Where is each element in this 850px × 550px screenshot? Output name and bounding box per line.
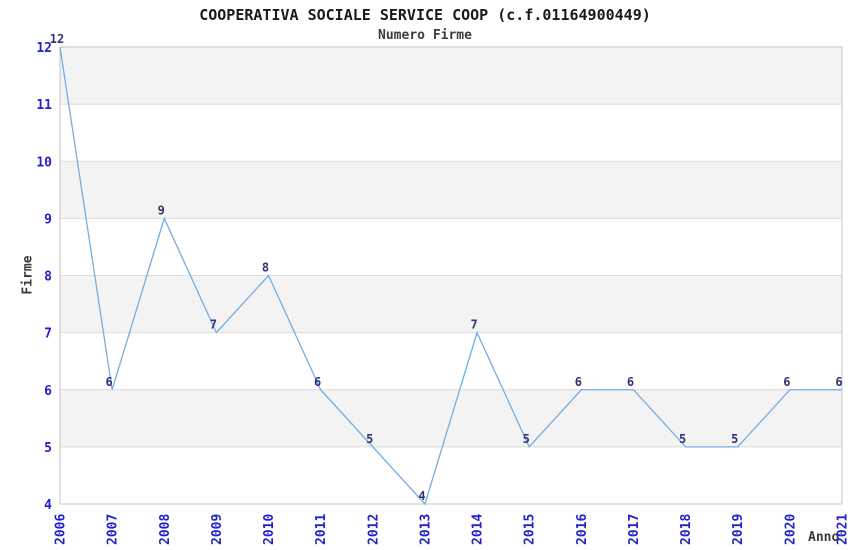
y-tick-label: 10 [36,155,52,170]
x-tick-label: 2008 [158,514,173,545]
data-point-label: 6 [106,375,113,389]
series-line [59,46,842,506]
data-point-label: 5 [679,432,686,446]
data-point-label: 6 [835,375,842,389]
x-tick-label: 2016 [575,514,590,545]
data-point-label: 5 [731,432,738,446]
y-tick-label: 5 [44,441,52,456]
data-point-label: 4 [418,489,425,503]
y-tick-label: 6 [44,384,52,399]
plot-border [59,46,843,505]
data-point-label: 9 [158,203,165,217]
data-point-label: 5 [523,432,530,446]
x-tick-label: 2017 [627,514,642,545]
x-tick-label: 2006 [54,514,69,545]
x-tick-label: 2013 [418,514,433,545]
data-point-label: 6 [783,375,790,389]
x-tick-label: 2015 [523,514,538,545]
data-point-label: 12 [50,32,64,46]
plot-band [60,275,842,333]
data-point-label: 5 [366,432,373,446]
y-tick-label: 8 [44,270,52,285]
y-tick-label: 4 [44,498,52,513]
chart-subtitle: Numero Firme [378,28,472,43]
x-tick-label: 2009 [210,514,225,545]
data-point-label: 6 [627,375,634,389]
data-point-label: 7 [210,318,217,332]
plot-band [60,47,842,105]
data-point-label: 8 [262,261,269,275]
y-tick-label: 12 [36,41,52,56]
y-tick-label: 11 [36,98,52,113]
data-point-label: 6 [314,375,321,389]
x-tick-label: 2007 [106,514,121,545]
y-tick-label: 9 [44,212,52,227]
x-tick-label: 2011 [314,514,329,545]
x-axis-title: Anno [808,530,840,545]
x-tick-label: 2021 [836,514,850,545]
data-point-label: 7 [470,318,477,332]
x-tick-label: 2020 [783,514,798,545]
chart-title: COOPERATIVA SOCIALE SERVICE COOP (c.f.01… [199,6,651,24]
y-tick-label: 7 [44,327,52,342]
data-point-label: 6 [575,375,582,389]
x-tick-label: 2010 [262,514,277,545]
plot-band [60,161,842,219]
x-tick-label: 2018 [679,514,694,545]
x-tick-label: 2019 [731,514,746,545]
x-tick-label: 2012 [366,514,381,545]
x-tick-label: 2014 [471,514,486,545]
